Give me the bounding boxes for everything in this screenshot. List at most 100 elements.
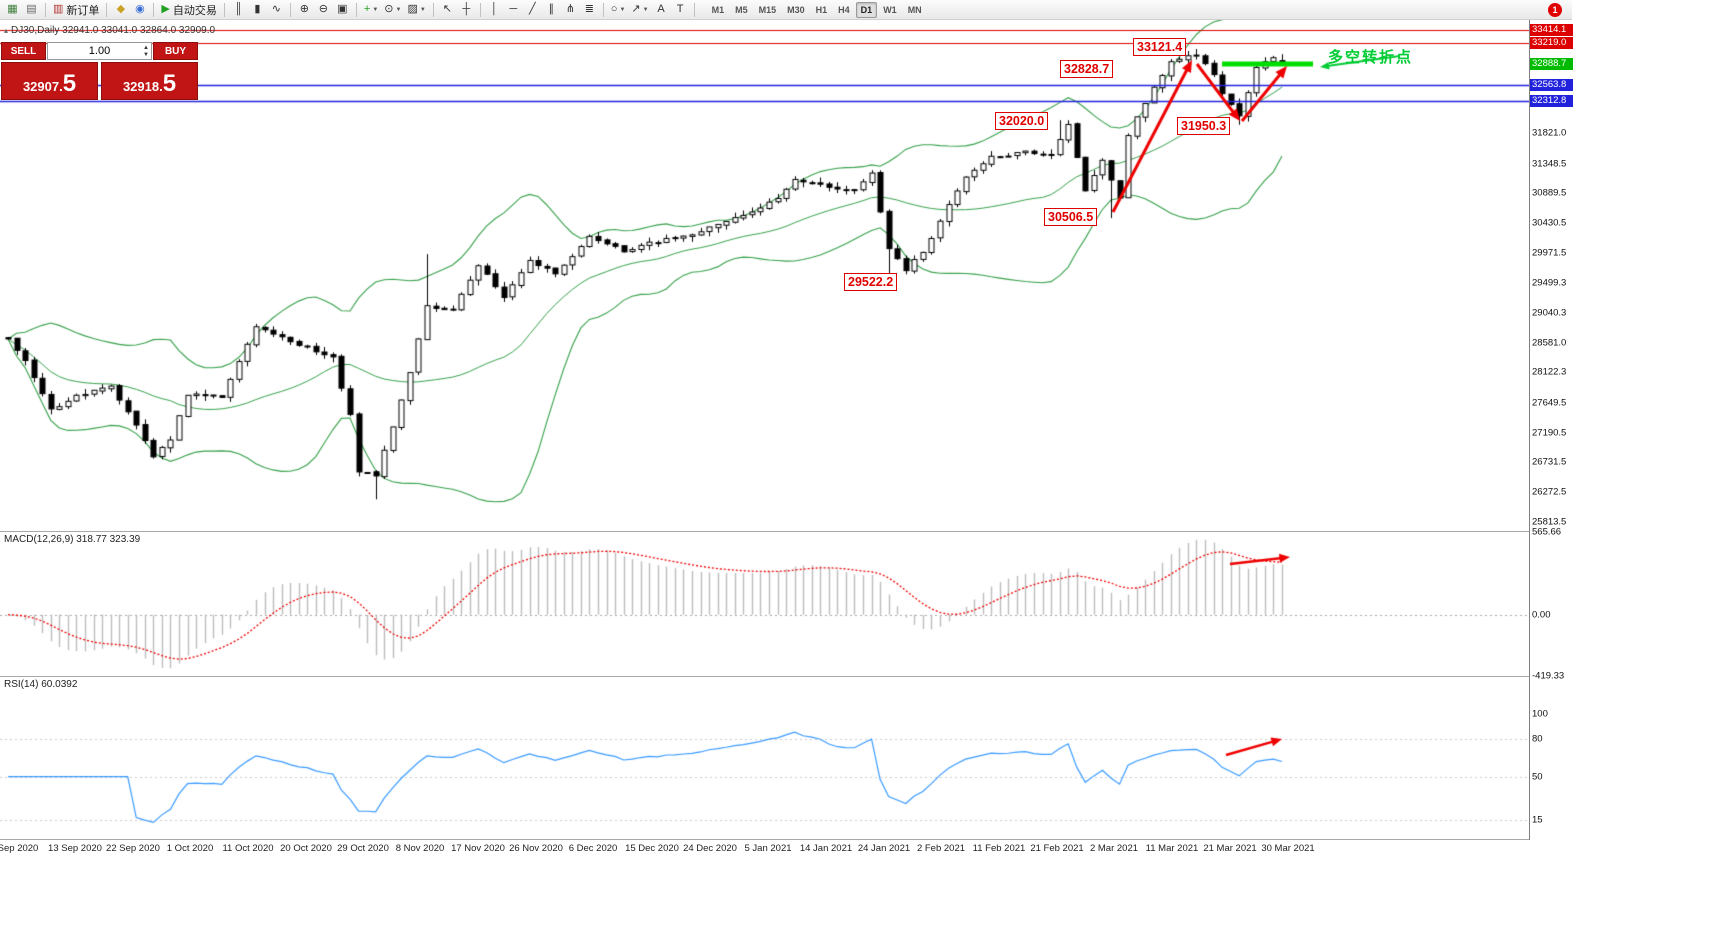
market-watch-button[interactable]: ◆ bbox=[111, 1, 130, 18]
new-order-icon: ▥ bbox=[53, 3, 64, 15]
candlestick-chart-icon: ▮ bbox=[254, 3, 261, 15]
date-label: 11 Feb 2021 bbox=[972, 843, 1026, 854]
price-marker: 33219.0 bbox=[1530, 36, 1573, 49]
templates-button[interactable]: ▨ ▼ bbox=[404, 1, 428, 18]
collapse-trade-panel-icon[interactable]: ▴ bbox=[4, 26, 9, 35]
price-annotation[interactable]: 31950.3 bbox=[1177, 117, 1231, 135]
text-button[interactable]: A bbox=[652, 1, 671, 18]
line-chart-button[interactable]: ∿ bbox=[267, 1, 286, 18]
navigator-button[interactable]: ◉ bbox=[130, 1, 149, 18]
price-tick: 26731.5 bbox=[1532, 456, 1567, 468]
fibonacci-retracement-button[interactable]: ≣ bbox=[580, 1, 599, 18]
chart-profiles-button[interactable]: ▤ bbox=[22, 1, 41, 18]
trendline-button[interactable]: ╱ bbox=[523, 1, 542, 18]
vertical-line-button[interactable]: │ bbox=[485, 1, 504, 18]
sell-button[interactable]: SELL bbox=[1, 42, 46, 60]
indicators-icon: + bbox=[363, 3, 371, 15]
price-tick: 27649.5 bbox=[1532, 397, 1567, 409]
buy-button[interactable]: BUY bbox=[153, 42, 198, 60]
price-annotation[interactable]: 32828.7 bbox=[1060, 60, 1114, 78]
volume-up-icon[interactable]: ▲ bbox=[143, 45, 149, 51]
indicators-button[interactable]: + ▼ bbox=[361, 1, 381, 18]
dropdown-arrow-icon[interactable]: ▼ bbox=[372, 6, 379, 13]
macd-pane-separator[interactable] bbox=[0, 531, 1572, 532]
tile-windows-icon: ▣ bbox=[337, 3, 348, 15]
arrows-icon: ↗ bbox=[631, 3, 641, 15]
date-label: 21 Mar 2021 bbox=[1203, 843, 1257, 854]
price-chart-canvas[interactable] bbox=[0, 20, 1529, 531]
zoom-out-button[interactable]: ⊖ bbox=[314, 1, 333, 18]
timeframe-d1[interactable]: D1 bbox=[855, 1, 878, 18]
date-label: 6 Dec 2020 bbox=[568, 843, 618, 854]
price-annotation[interactable]: 29522.2 bbox=[844, 273, 898, 291]
price-tick: 31821.0 bbox=[1532, 127, 1567, 139]
timeframe-m30[interactable]: M30 bbox=[787, 4, 805, 15]
volume-spinner[interactable]: ▲ ▼ bbox=[143, 45, 149, 58]
cursor-icon: ↖ bbox=[442, 3, 452, 15]
volume-value[interactable]: 1.00 bbox=[88, 45, 111, 57]
rsi-pane-canvas[interactable] bbox=[0, 677, 1529, 839]
sell-price-main: 32907. bbox=[22, 79, 63, 94]
timeframe-m15[interactable]: M15 bbox=[758, 4, 777, 15]
bar-chart-icon: ║ bbox=[234, 3, 243, 15]
timeframe-m5[interactable]: M5 bbox=[735, 4, 748, 15]
cursor-button[interactable]: ↖ bbox=[438, 1, 457, 18]
dropdown-arrow-icon[interactable]: ▼ bbox=[619, 6, 626, 13]
volume-down-icon[interactable]: ▼ bbox=[143, 51, 149, 58]
price-tick: 27190.5 bbox=[1532, 427, 1567, 439]
autotrading-button[interactable]: ▶ 自动交易 bbox=[158, 1, 219, 18]
chart-title-text: DJ30,Daily 32941.0 33041.0 32864.0 32909… bbox=[11, 25, 216, 36]
equidistant-channel-icon: ∥ bbox=[548, 3, 555, 15]
dropdown-arrow-icon[interactable]: ▼ bbox=[419, 6, 426, 13]
price-annotation[interactable]: 30506.5 bbox=[1044, 208, 1098, 226]
date-label: 20 Oct 2020 bbox=[280, 843, 332, 854]
toolbar-separator bbox=[355, 2, 357, 17]
timeframe-h1[interactable]: H1 bbox=[815, 4, 828, 15]
notification-badge[interactable]: 1 bbox=[1548, 3, 1562, 17]
candlestick-chart-button[interactable]: ▮ bbox=[248, 1, 267, 18]
toolbar-separator bbox=[289, 2, 291, 17]
new-order-button[interactable]: ▥ 新订单 bbox=[50, 1, 102, 18]
date-label: 24 Jan 2021 bbox=[857, 843, 911, 854]
rsi-pane-separator[interactable] bbox=[0, 676, 1572, 677]
timeframe-w1[interactable]: W1 bbox=[883, 4, 897, 15]
crosshair-button[interactable]: ┼ bbox=[457, 1, 476, 18]
price-marker: 32563.8 bbox=[1530, 79, 1573, 92]
tile-windows-button[interactable]: ▣ bbox=[333, 1, 352, 18]
dropdown-arrow-icon[interactable]: ▼ bbox=[395, 6, 402, 13]
new-chart-button[interactable]: ▦ bbox=[3, 1, 22, 18]
price-scale[interactable]: 31821.0 31348.5 30889.5 30430.5 29971.5 29499… bbox=[1529, 20, 1573, 840]
trendline-icon: ╱ bbox=[528, 3, 536, 15]
volume-input[interactable]: 1.00 ▲ ▼ bbox=[47, 42, 152, 60]
sell-price-display[interactable]: 32907. 5 bbox=[1, 62, 98, 100]
rsi-scale-tick: 80 bbox=[1532, 733, 1543, 745]
zoom-in-button[interactable]: ⊕ bbox=[295, 1, 314, 18]
bar-chart-button[interactable]: ║ bbox=[229, 1, 248, 18]
arrows-button[interactable]: ↗ ▼ bbox=[628, 1, 651, 18]
text-label-button[interactable]: T bbox=[671, 1, 690, 18]
equidistant-channel-button[interactable]: ∥ bbox=[542, 1, 561, 18]
macd-pane-canvas[interactable] bbox=[0, 532, 1529, 676]
timeframe-h4[interactable]: H4 bbox=[838, 4, 850, 15]
price-tick: 25813.5 bbox=[1532, 516, 1567, 528]
price-tick: 30430.5 bbox=[1532, 217, 1567, 229]
toolbar-separator bbox=[153, 2, 155, 17]
turning-point-label[interactable]: 多空转折点 bbox=[1328, 49, 1414, 66]
date-label: 24 Dec 2020 bbox=[683, 843, 737, 854]
price-tick: 28122.3 bbox=[1532, 366, 1567, 378]
price-annotation[interactable]: 33121.4 bbox=[1133, 38, 1187, 56]
andrews-pitchfork-button[interactable]: ⋔ bbox=[561, 1, 580, 18]
timeframe-mn[interactable]: MN bbox=[907, 4, 922, 15]
dropdown-arrow-icon[interactable]: ▼ bbox=[642, 6, 649, 13]
shapes-button[interactable]: ○ ▼ bbox=[608, 1, 629, 18]
price-tick: 30889.5 bbox=[1532, 187, 1567, 199]
price-annotation[interactable]: 32020.0 bbox=[995, 112, 1049, 130]
horizontal-line-button[interactable]: ─ bbox=[504, 1, 523, 18]
date-label: 13 Sep 2020 bbox=[48, 843, 102, 854]
price-tick: 29499.3 bbox=[1532, 277, 1567, 289]
timeframe-m1[interactable]: M1 bbox=[711, 4, 725, 15]
periods-button[interactable]: ⊙ ▼ bbox=[381, 1, 404, 18]
time-scale[interactable]: Sep 2020 13 Sep 2020 22 Sep 2020 1 Oct 2020… bbox=[0, 840, 1529, 857]
buy-price-display[interactable]: 32918. 5 bbox=[101, 62, 198, 100]
crosshair-icon: ┼ bbox=[462, 3, 471, 15]
